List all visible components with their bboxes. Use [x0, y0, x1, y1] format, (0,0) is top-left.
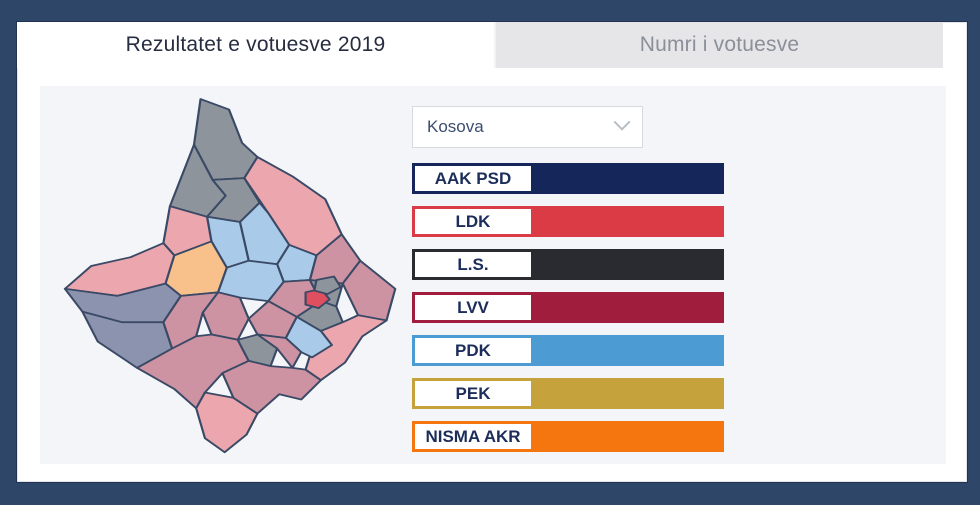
- party-label: NISMA AKR: [415, 424, 531, 449]
- party-label: LDK: [415, 209, 531, 234]
- map-region[interactable]: [313, 275, 342, 295]
- party-label: LVV: [415, 295, 531, 320]
- kosovo-map-svg: [63, 98, 397, 454]
- legend-bar-pdk[interactable]: PDK: [412, 335, 724, 366]
- legend-panel: Kosova AAK PSD LDK L.S. LVV PDK: [412, 106, 724, 464]
- region-select-value: Kosova: [427, 117, 484, 136]
- app-window: Rezultatet e votuesve 2019 Numri i votue…: [16, 21, 968, 483]
- chevron-down-icon: [613, 113, 631, 131]
- map-region[interactable]: [236, 333, 279, 368]
- tab-bar: Rezultatet e votuesve 2019 Numri i votue…: [17, 22, 967, 68]
- legend-bar-ldk[interactable]: LDK: [412, 206, 724, 237]
- tab-results-2019[interactable]: Rezultatet e votuesve 2019: [17, 22, 494, 68]
- party-legend: AAK PSD LDK L.S. LVV PDK PEK NIS: [412, 163, 724, 452]
- party-label: L.S.: [415, 252, 531, 277]
- map-region[interactable]: [221, 359, 322, 415]
- legend-bar-nisma-akr[interactable]: NISMA AKR: [412, 421, 724, 452]
- legend-bar-lvv[interactable]: LVV: [412, 292, 724, 323]
- legend-bar-ls[interactable]: L.S.: [412, 249, 724, 280]
- tab-voter-count[interactable]: Numri i votuesve: [494, 22, 943, 68]
- tab-results-2019-label: Rezultatet e votuesve 2019: [125, 33, 386, 56]
- content-panel: Kosova AAK PSD LDK L.S. LVV PDK: [40, 86, 946, 464]
- party-label: AAK PSD: [415, 166, 531, 191]
- map-region[interactable]: [195, 391, 259, 454]
- region-select[interactable]: Kosova: [412, 106, 643, 148]
- party-label: PDK: [415, 338, 531, 363]
- tab-voter-count-label: Numri i votuesve: [639, 33, 800, 56]
- legend-bar-pek[interactable]: PEK: [412, 378, 724, 409]
- legend-bar-aak-psd[interactable]: AAK PSD: [412, 163, 724, 194]
- kosovo-map: [54, 92, 404, 456]
- party-label: PEK: [415, 381, 531, 406]
